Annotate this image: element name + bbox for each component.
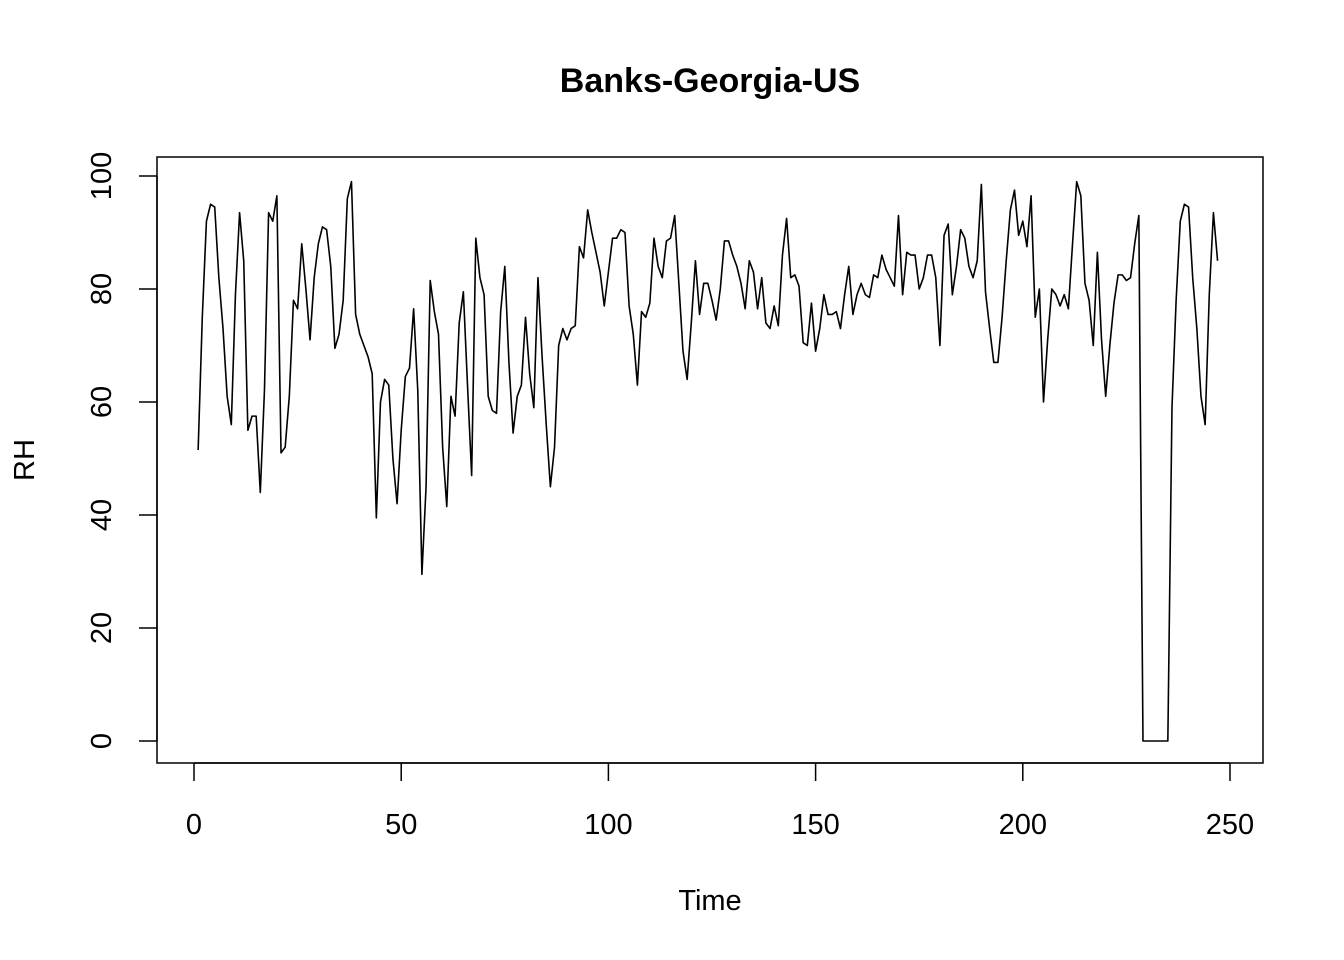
x-tick-label: 50	[385, 809, 417, 841]
y-tick-label: 80	[86, 273, 118, 305]
x-tick-label: 0	[186, 809, 202, 841]
series-line	[197, 180, 1219, 742]
y-axis: 0 20 40 60 80 100	[86, 152, 158, 749]
y-tick-label: 40	[86, 499, 118, 531]
x-tick-label: 100	[584, 809, 632, 841]
chart-title: Banks-Georgia-US	[560, 62, 860, 100]
y-tick-label: 20	[86, 612, 118, 644]
y-axis-label: RH	[9, 439, 41, 481]
x-tick-label: 200	[999, 809, 1047, 841]
x-axis-label: Time	[678, 885, 741, 917]
x-axis: 0 50 100 150 200 250	[186, 762, 1254, 841]
y-tick-label: 60	[86, 386, 118, 418]
x-tick-label: 250	[1206, 809, 1254, 841]
y-tick-label: 100	[86, 152, 118, 200]
plot-frame	[156, 156, 1264, 764]
y-tick-label: 0	[86, 733, 118, 749]
x-tick-label: 150	[791, 809, 839, 841]
